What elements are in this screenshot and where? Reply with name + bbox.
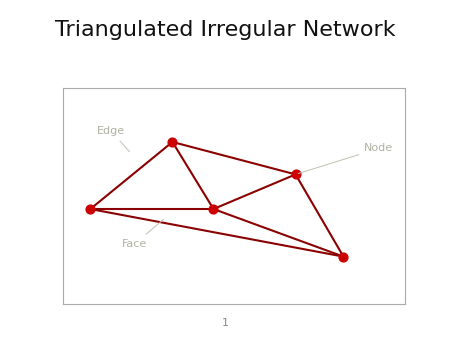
Point <box>210 206 217 212</box>
Text: Face: Face <box>122 219 163 249</box>
Text: Edge: Edge <box>97 126 130 152</box>
Point <box>292 172 299 177</box>
Point <box>87 206 94 212</box>
Text: Node: Node <box>298 143 393 174</box>
Point <box>169 139 176 145</box>
Text: 1: 1 <box>221 318 229 328</box>
Text: Triangulated Irregular Network: Triangulated Irregular Network <box>55 20 395 40</box>
Point <box>340 254 347 259</box>
